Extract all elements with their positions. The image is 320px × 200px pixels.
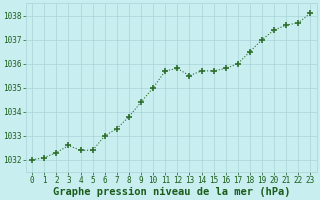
X-axis label: Graphe pression niveau de la mer (hPa): Graphe pression niveau de la mer (hPa)	[52, 186, 290, 197]
